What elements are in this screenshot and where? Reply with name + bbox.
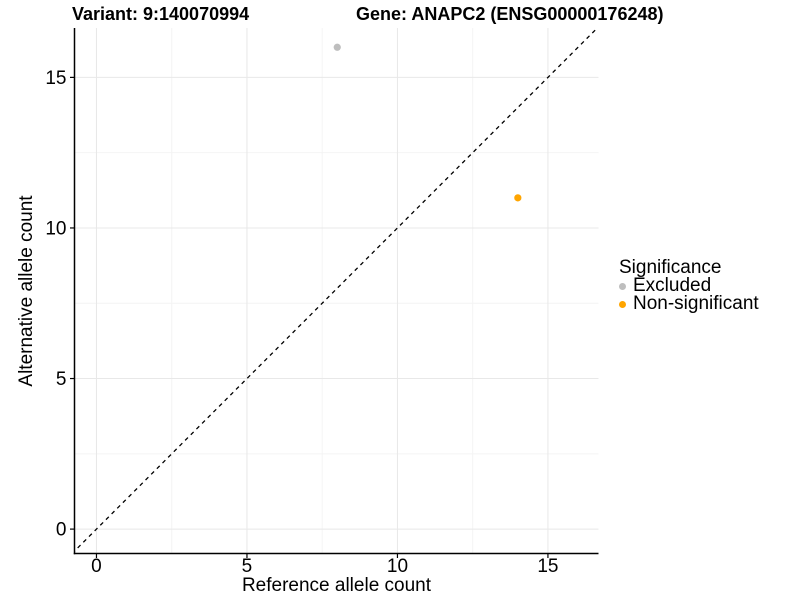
minor-gridlines [74, 28, 599, 554]
y-tick-label: 0 [56, 520, 67, 541]
y-tick-label: 10 [45, 218, 66, 239]
tick-marks [70, 76, 549, 558]
tick-labels: 0 5 10 15 0 5 10 15 [45, 68, 558, 577]
legend-title: Significance [619, 257, 722, 278]
x-tick-label: 10 [387, 556, 408, 577]
legend-item-non-significant: Non-significant [619, 293, 759, 314]
plot-title-gene: Gene: ANAPC2 (ENSG00000176248) [356, 4, 664, 24]
y-tick-label: 15 [45, 68, 66, 89]
x-tick-label: 5 [242, 556, 253, 577]
axis-lines [73, 28, 599, 555]
legend-item-label: Non-significant [633, 293, 759, 314]
data-point-non-significant [514, 194, 522, 202]
x-axis-title: Reference allele count [241, 575, 432, 596]
legend-item-label: Excluded [633, 275, 712, 296]
plot-title-variant: Variant: 9:140070994 [72, 4, 250, 24]
identity-line [74, 28, 599, 553]
major-gridlines [74, 28, 599, 554]
legend-key-non-significant-icon [619, 300, 626, 308]
legend: Significance Excluded Non-significant [619, 257, 759, 314]
y-axis-title: Alternative allele count [16, 195, 37, 387]
y-tick-label: 5 [56, 369, 67, 390]
legend-key-excluded-icon [619, 282, 626, 290]
x-tick-label: 15 [537, 556, 558, 577]
x-tick-label: 0 [91, 556, 102, 577]
data-point-excluded [333, 43, 341, 51]
legend-item-excluded: Excluded [619, 275, 759, 296]
